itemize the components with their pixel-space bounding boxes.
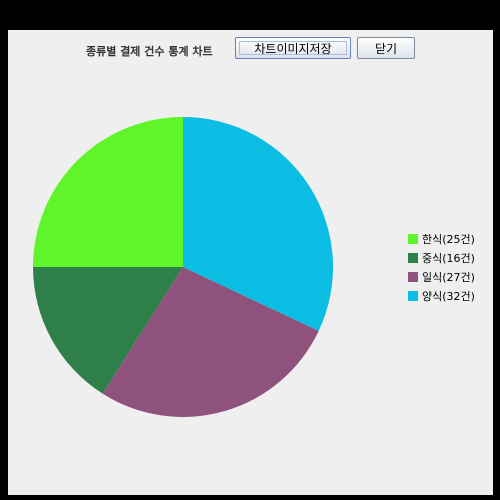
legend-item: 한식(25건) — [408, 229, 475, 248]
pie-slice-4 — [183, 117, 333, 331]
pie-slice-2 — [33, 267, 183, 394]
legend-item: 중식(16건) — [408, 248, 475, 267]
chart-title-label: 종류별 결제 건수 통계 차트 — [86, 45, 213, 58]
pie-slice-3 — [102, 267, 319, 417]
close-button[interactable]: 닫기 — [357, 37, 415, 59]
pie-slice-1 — [33, 117, 183, 267]
legend-swatch — [408, 233, 418, 244]
legend-swatch — [408, 290, 418, 301]
chart-window: 종류별 결제 건수 통계 차트 차트이미지저장 닫기 한식(25건) 중식(16건… — [8, 30, 493, 495]
legend-label: 일식(27건) — [422, 270, 475, 284]
legend-label: 양식(32건) — [422, 289, 475, 303]
legend-swatch — [408, 271, 418, 282]
legend-item: 양식(32건) — [408, 286, 475, 305]
chart-legend: 한식(25건) 중식(16건) 일식(27건) 양식(32건) — [408, 229, 475, 305]
legend-label: 한식(25건) — [422, 232, 475, 246]
legend-label: 중식(16건) — [422, 251, 475, 265]
toolbar: 종류별 결제 건수 통계 차트 차트이미지저장 닫기 — [8, 37, 493, 63]
save-chart-image-button[interactable]: 차트이미지저장 — [235, 37, 351, 59]
save-chart-image-label: 차트이미지저장 — [254, 42, 332, 56]
legend-item: 일식(27건) — [408, 267, 475, 286]
legend-swatch — [408, 252, 418, 263]
close-label: 닫기 — [374, 42, 398, 56]
pie-chart — [33, 117, 333, 417]
